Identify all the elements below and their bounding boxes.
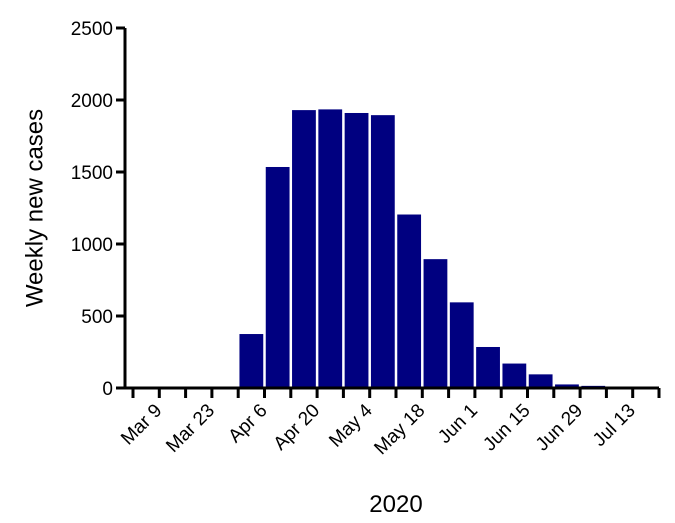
y-tick-label: 1500 <box>71 163 113 184</box>
bars-group <box>185 107 660 389</box>
y-axis-ticks: 0 500 1000 1500 2000 2500 <box>71 19 125 400</box>
bar <box>500 362 528 389</box>
bar <box>369 113 397 389</box>
x-axis-title: 2020 <box>369 491 422 518</box>
x-tick-label: Jun 15 <box>479 400 534 455</box>
x-tick-label: Jun 29 <box>532 400 587 455</box>
bar <box>237 332 265 389</box>
y-tick-label: 1000 <box>71 235 113 256</box>
x-tick-label: Apr 6 <box>225 400 272 447</box>
bar <box>527 372 555 389</box>
bar <box>474 345 502 389</box>
y-tick-label: 0 <box>102 379 113 400</box>
y-tick-label: 2000 <box>71 91 113 112</box>
bar <box>448 300 476 389</box>
x-tick-label: Jul 13 <box>589 400 640 451</box>
bar <box>422 257 449 389</box>
y-axis-title: Weekly new cases <box>21 109 48 307</box>
x-tick-label: Jun 1 <box>434 400 482 448</box>
bar <box>264 165 292 389</box>
bar <box>290 108 318 389</box>
x-tick-label: Mar 23 <box>162 400 219 457</box>
y-tick-label: 2500 <box>71 19 113 40</box>
x-tick-label: May 18 <box>370 400 429 459</box>
y-tick-label: 500 <box>81 307 113 328</box>
bar <box>316 107 344 389</box>
bar <box>343 111 370 389</box>
x-tick-label: Mar 9 <box>117 400 166 449</box>
bar <box>395 213 423 389</box>
x-tick-label: May 4 <box>325 400 377 452</box>
x-tick-label: Apr 20 <box>270 400 324 454</box>
